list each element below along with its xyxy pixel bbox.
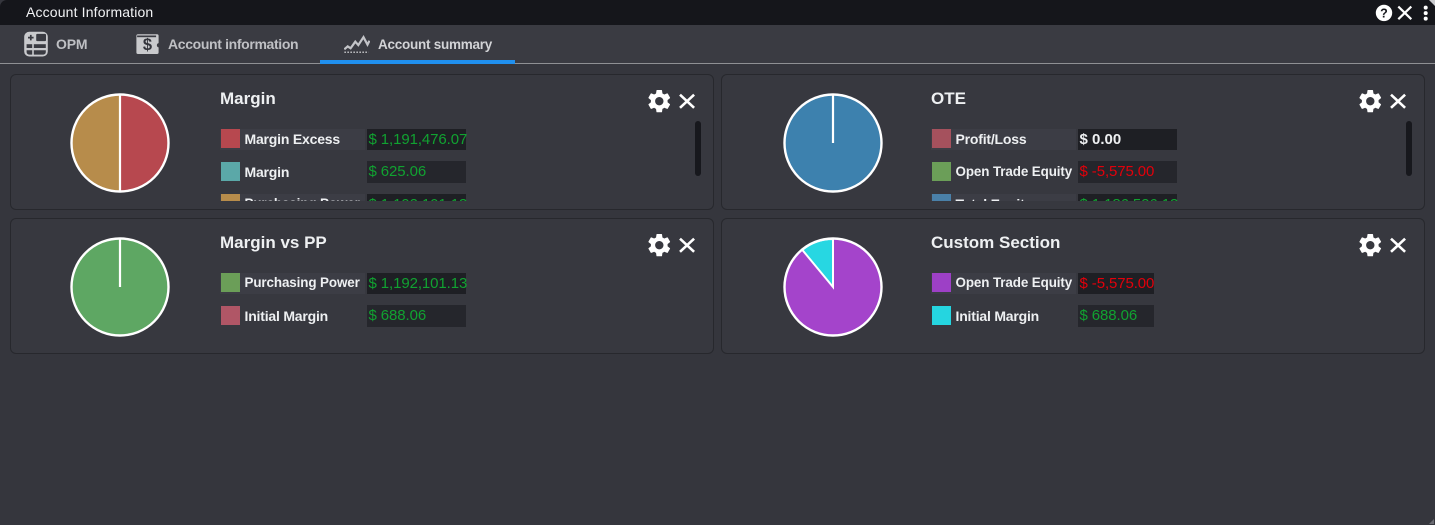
svg-text:?: ?	[1380, 6, 1388, 20]
svg-text:$: $	[143, 36, 152, 54]
